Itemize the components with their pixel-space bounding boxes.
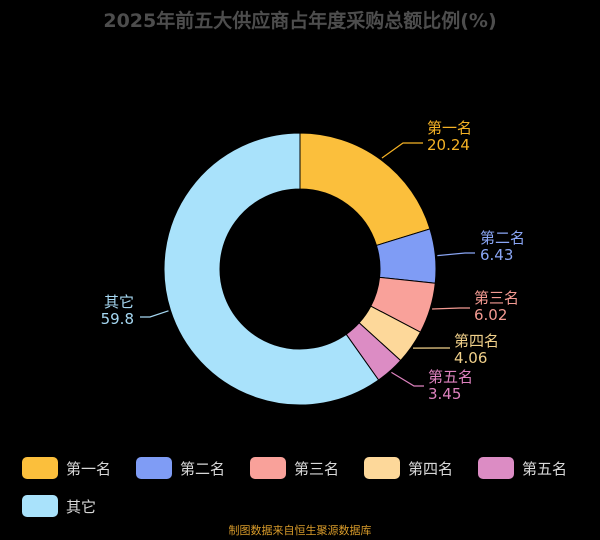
slice-name-label-3: 第三名 <box>474 289 519 307</box>
leader-line-1 <box>381 142 423 159</box>
legend: 第一名 第二名 第三名 第四名 第五名其它 <box>22 456 592 518</box>
legend-label: 第四名 <box>408 459 454 478</box>
slice-value-label-4: 4.06 <box>454 349 487 367</box>
leader-line-2 <box>437 252 475 257</box>
legend-swatch <box>22 495 58 517</box>
legend-label: 第三名 <box>294 459 340 478</box>
donut-slice-6[interactable] <box>163 132 380 406</box>
leader-line-6 <box>140 310 169 318</box>
legend-swatch <box>22 457 58 479</box>
chart-title: 2025年前五大供应商占年度采购总额比例(%) <box>103 10 497 32</box>
legend-label: 其它 <box>66 497 97 516</box>
legend-item-2[interactable]: 第二名 <box>136 456 250 480</box>
legend-item-3[interactable]: 第三名 <box>250 456 364 480</box>
legend-swatch <box>136 457 172 479</box>
legend-swatch <box>250 457 286 479</box>
slice-name-label-2: 第二名 <box>480 229 525 247</box>
legend-item-1[interactable]: 第一名 <box>22 456 136 480</box>
legend-swatch <box>364 457 400 479</box>
leader-line-3 <box>432 307 470 310</box>
legend-swatch <box>478 457 514 479</box>
legend-label: 第二名 <box>180 459 226 478</box>
slice-value-label-5: 3.45 <box>428 385 461 403</box>
slice-value-label-2: 6.43 <box>480 246 513 264</box>
slice-name-label-6: 其它 <box>104 293 134 311</box>
donut-slice-1[interactable] <box>299 132 431 247</box>
slice-value-label-6: 59.8 <box>101 310 134 328</box>
legend-item-6[interactable]: 其它 <box>22 494 136 518</box>
leader-line-5 <box>391 371 424 387</box>
slice-name-label-5: 第五名 <box>428 368 473 386</box>
legend-label: 第五名 <box>522 459 568 478</box>
legend-item-4[interactable]: 第四名 <box>364 456 478 480</box>
slice-value-label-1: 20.24 <box>427 136 470 154</box>
slice-value-label-3: 6.02 <box>474 306 507 324</box>
legend-label: 第一名 <box>66 459 112 478</box>
source-note: 制图数据来自恒生聚源数据库 <box>228 524 372 537</box>
slice-name-label-1: 第一名 <box>427 119 472 137</box>
legend-item-5[interactable]: 第五名 <box>478 456 592 480</box>
slice-name-label-4: 第四名 <box>454 332 499 350</box>
